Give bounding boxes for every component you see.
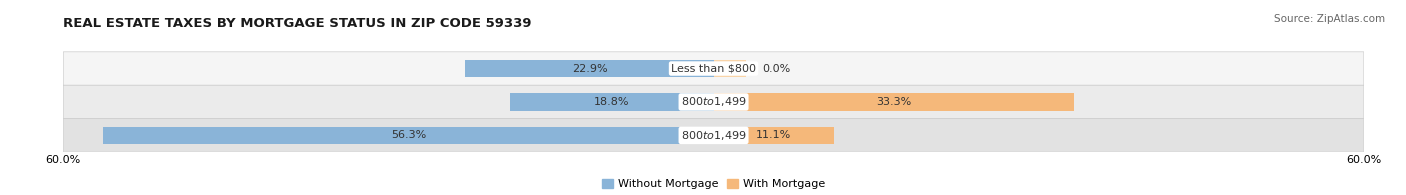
Bar <box>713 60 747 77</box>
FancyBboxPatch shape <box>63 119 1364 152</box>
Bar <box>104 127 713 144</box>
Text: Less than $800: Less than $800 <box>671 64 756 74</box>
Text: 56.3%: 56.3% <box>391 130 426 140</box>
Text: 33.3%: 33.3% <box>876 97 911 107</box>
Text: 0.0%: 0.0% <box>762 64 790 74</box>
Text: $800 to $1,499: $800 to $1,499 <box>681 96 747 108</box>
Bar <box>510 93 713 111</box>
FancyBboxPatch shape <box>63 85 1364 119</box>
Text: REAL ESTATE TAXES BY MORTGAGE STATUS IN ZIP CODE 59339: REAL ESTATE TAXES BY MORTGAGE STATUS IN … <box>63 17 531 30</box>
Text: 11.1%: 11.1% <box>756 130 792 140</box>
Text: $800 to $1,499: $800 to $1,499 <box>681 129 747 142</box>
Text: Source: ZipAtlas.com: Source: ZipAtlas.com <box>1274 14 1385 24</box>
Text: 22.9%: 22.9% <box>572 64 607 74</box>
Text: 18.8%: 18.8% <box>593 97 630 107</box>
Bar <box>713 127 834 144</box>
Bar <box>465 60 713 77</box>
Legend: Without Mortgage, With Mortgage: Without Mortgage, With Mortgage <box>602 179 825 189</box>
Bar <box>713 93 1074 111</box>
FancyBboxPatch shape <box>63 52 1364 85</box>
